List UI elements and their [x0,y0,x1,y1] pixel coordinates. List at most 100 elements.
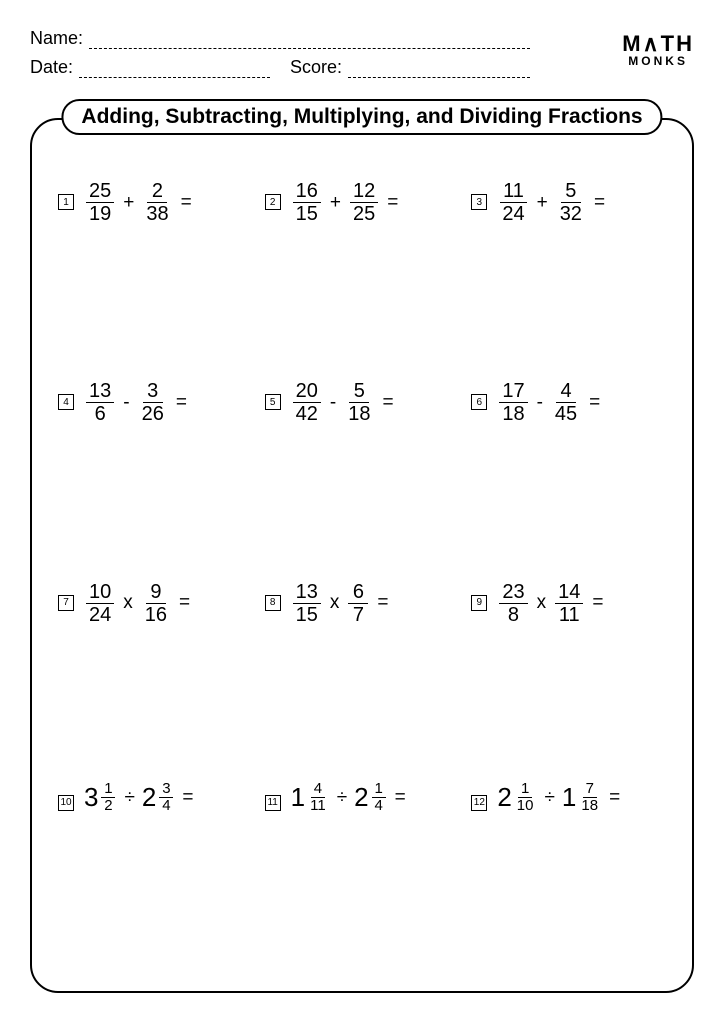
denominator: 42 [293,403,321,425]
numerator: 17 [499,380,527,403]
problem: 12 2 1 10 ÷ 1 7 18 = [465,771,672,971]
whole-part: 1 [291,782,305,813]
denominator: 18 [499,403,527,425]
equals: = [182,787,193,809]
denominator: 19 [86,203,114,225]
denominator: 32 [557,203,585,225]
operator: ÷ [337,787,347,809]
mixed-number: 3 1 2 [84,781,117,815]
math-monks-logo: M∧TH MONKS [622,34,694,67]
denominator: 11 [308,798,328,815]
problem-number: 9 [471,595,487,611]
fraction: 14 11 [555,581,583,626]
whole-part: 2 [142,782,156,813]
numerator: 6 [348,581,368,604]
fraction: 20 42 [293,380,321,425]
numerator: 13 [293,581,321,604]
operator: + [123,192,134,214]
expression: 17 18 - 4 45 = [497,380,600,425]
denominator: 45 [552,403,580,425]
operator: x [123,592,133,614]
fraction: 7 18 [579,781,600,815]
fraction: 5 18 [345,380,373,425]
operator: - [123,392,129,414]
equals: = [377,592,388,614]
worksheet-header: Name: Date: Score: M∧TH MONKS [30,28,694,98]
fraction: 13 15 [293,581,321,626]
expression: 10 24 x 9 16 = [84,581,190,626]
equals: = [395,787,406,809]
whole-part: 2 [497,782,511,813]
denominator: 4 [372,798,386,815]
whole-part: 3 [84,782,98,813]
problem: 7 10 24 x 9 16 = [52,571,259,771]
fraction: 16 15 [293,180,321,225]
operator: + [537,192,548,214]
denominator: 24 [499,203,527,225]
problem-number: 4 [58,394,74,410]
expression: 13 15 x 6 7 = [291,581,389,626]
problem: 2 16 15 + 12 25 = [259,170,466,370]
numerator: 7 [583,781,597,799]
numerator: 14 [555,581,583,604]
fraction: 3 26 [139,380,167,425]
equals: = [382,392,393,414]
numerator: 4 [311,781,325,799]
expression: 3 1 2 ÷ 2 3 4 = [84,781,193,815]
operator: + [330,192,341,214]
numerator: 3 [143,380,163,403]
equals: = [609,787,620,809]
numerator: 1 [372,781,386,799]
problem: 5 20 42 - 5 18 = [259,370,466,570]
denominator: 6 [90,403,110,425]
expression: 13 6 - 3 26 = [84,380,187,425]
denominator: 7 [348,604,368,626]
operator: - [537,392,543,414]
fraction: 9 16 [142,581,170,626]
fraction: 17 18 [499,380,527,425]
denominator: 10 [515,798,536,815]
whole-part: 2 [354,782,368,813]
operator: ÷ [544,787,554,809]
fraction: 1 4 [372,781,386,815]
fraction: 12 25 [350,180,378,225]
denominator: 26 [139,403,167,425]
mixed-number: 2 3 4 [142,781,175,815]
operator: x [330,592,340,614]
problem-number: 3 [471,194,487,210]
numerator: 25 [86,180,114,203]
expression: 16 15 + 12 25 = [291,180,399,225]
denominator: 18 [345,403,373,425]
fraction: 23 8 [499,581,527,626]
mixed-number: 1 7 18 [562,781,602,815]
numerator: 9 [146,581,166,604]
denominator: 18 [579,798,600,815]
denominator: 15 [293,604,321,626]
numerator: 5 [349,380,369,403]
denominator: 4 [159,798,173,815]
problem-number: 8 [265,595,281,611]
fraction: 1 2 [101,781,115,815]
fraction: 1 10 [515,781,536,815]
numerator: 3 [159,781,173,799]
fraction: 25 19 [86,180,114,225]
numerator: 2 [147,180,167,203]
denominator: 16 [142,604,170,626]
problem: 8 13 15 x 6 7 = [259,571,466,771]
numerator: 16 [293,180,321,203]
expression: 23 8 x 14 11 = [497,581,603,626]
score-label: Score: [290,57,342,78]
date-line [79,64,270,78]
numerator: 1 [101,781,115,799]
problem-frame: 1 25 19 + 2 38 = 2 16 15 + 12 25 = 3 11 … [30,118,694,993]
numerator: 11 [500,180,527,203]
numerator: 4 [556,380,576,403]
fraction: 5 32 [557,180,585,225]
numerator: 13 [86,380,114,403]
problem-number: 6 [471,394,487,410]
equals: = [594,192,605,214]
operator: - [330,392,336,414]
date-label: Date: [30,57,73,78]
denominator: 2 [101,798,115,815]
expression: 11 24 + 5 32 = [497,180,605,225]
